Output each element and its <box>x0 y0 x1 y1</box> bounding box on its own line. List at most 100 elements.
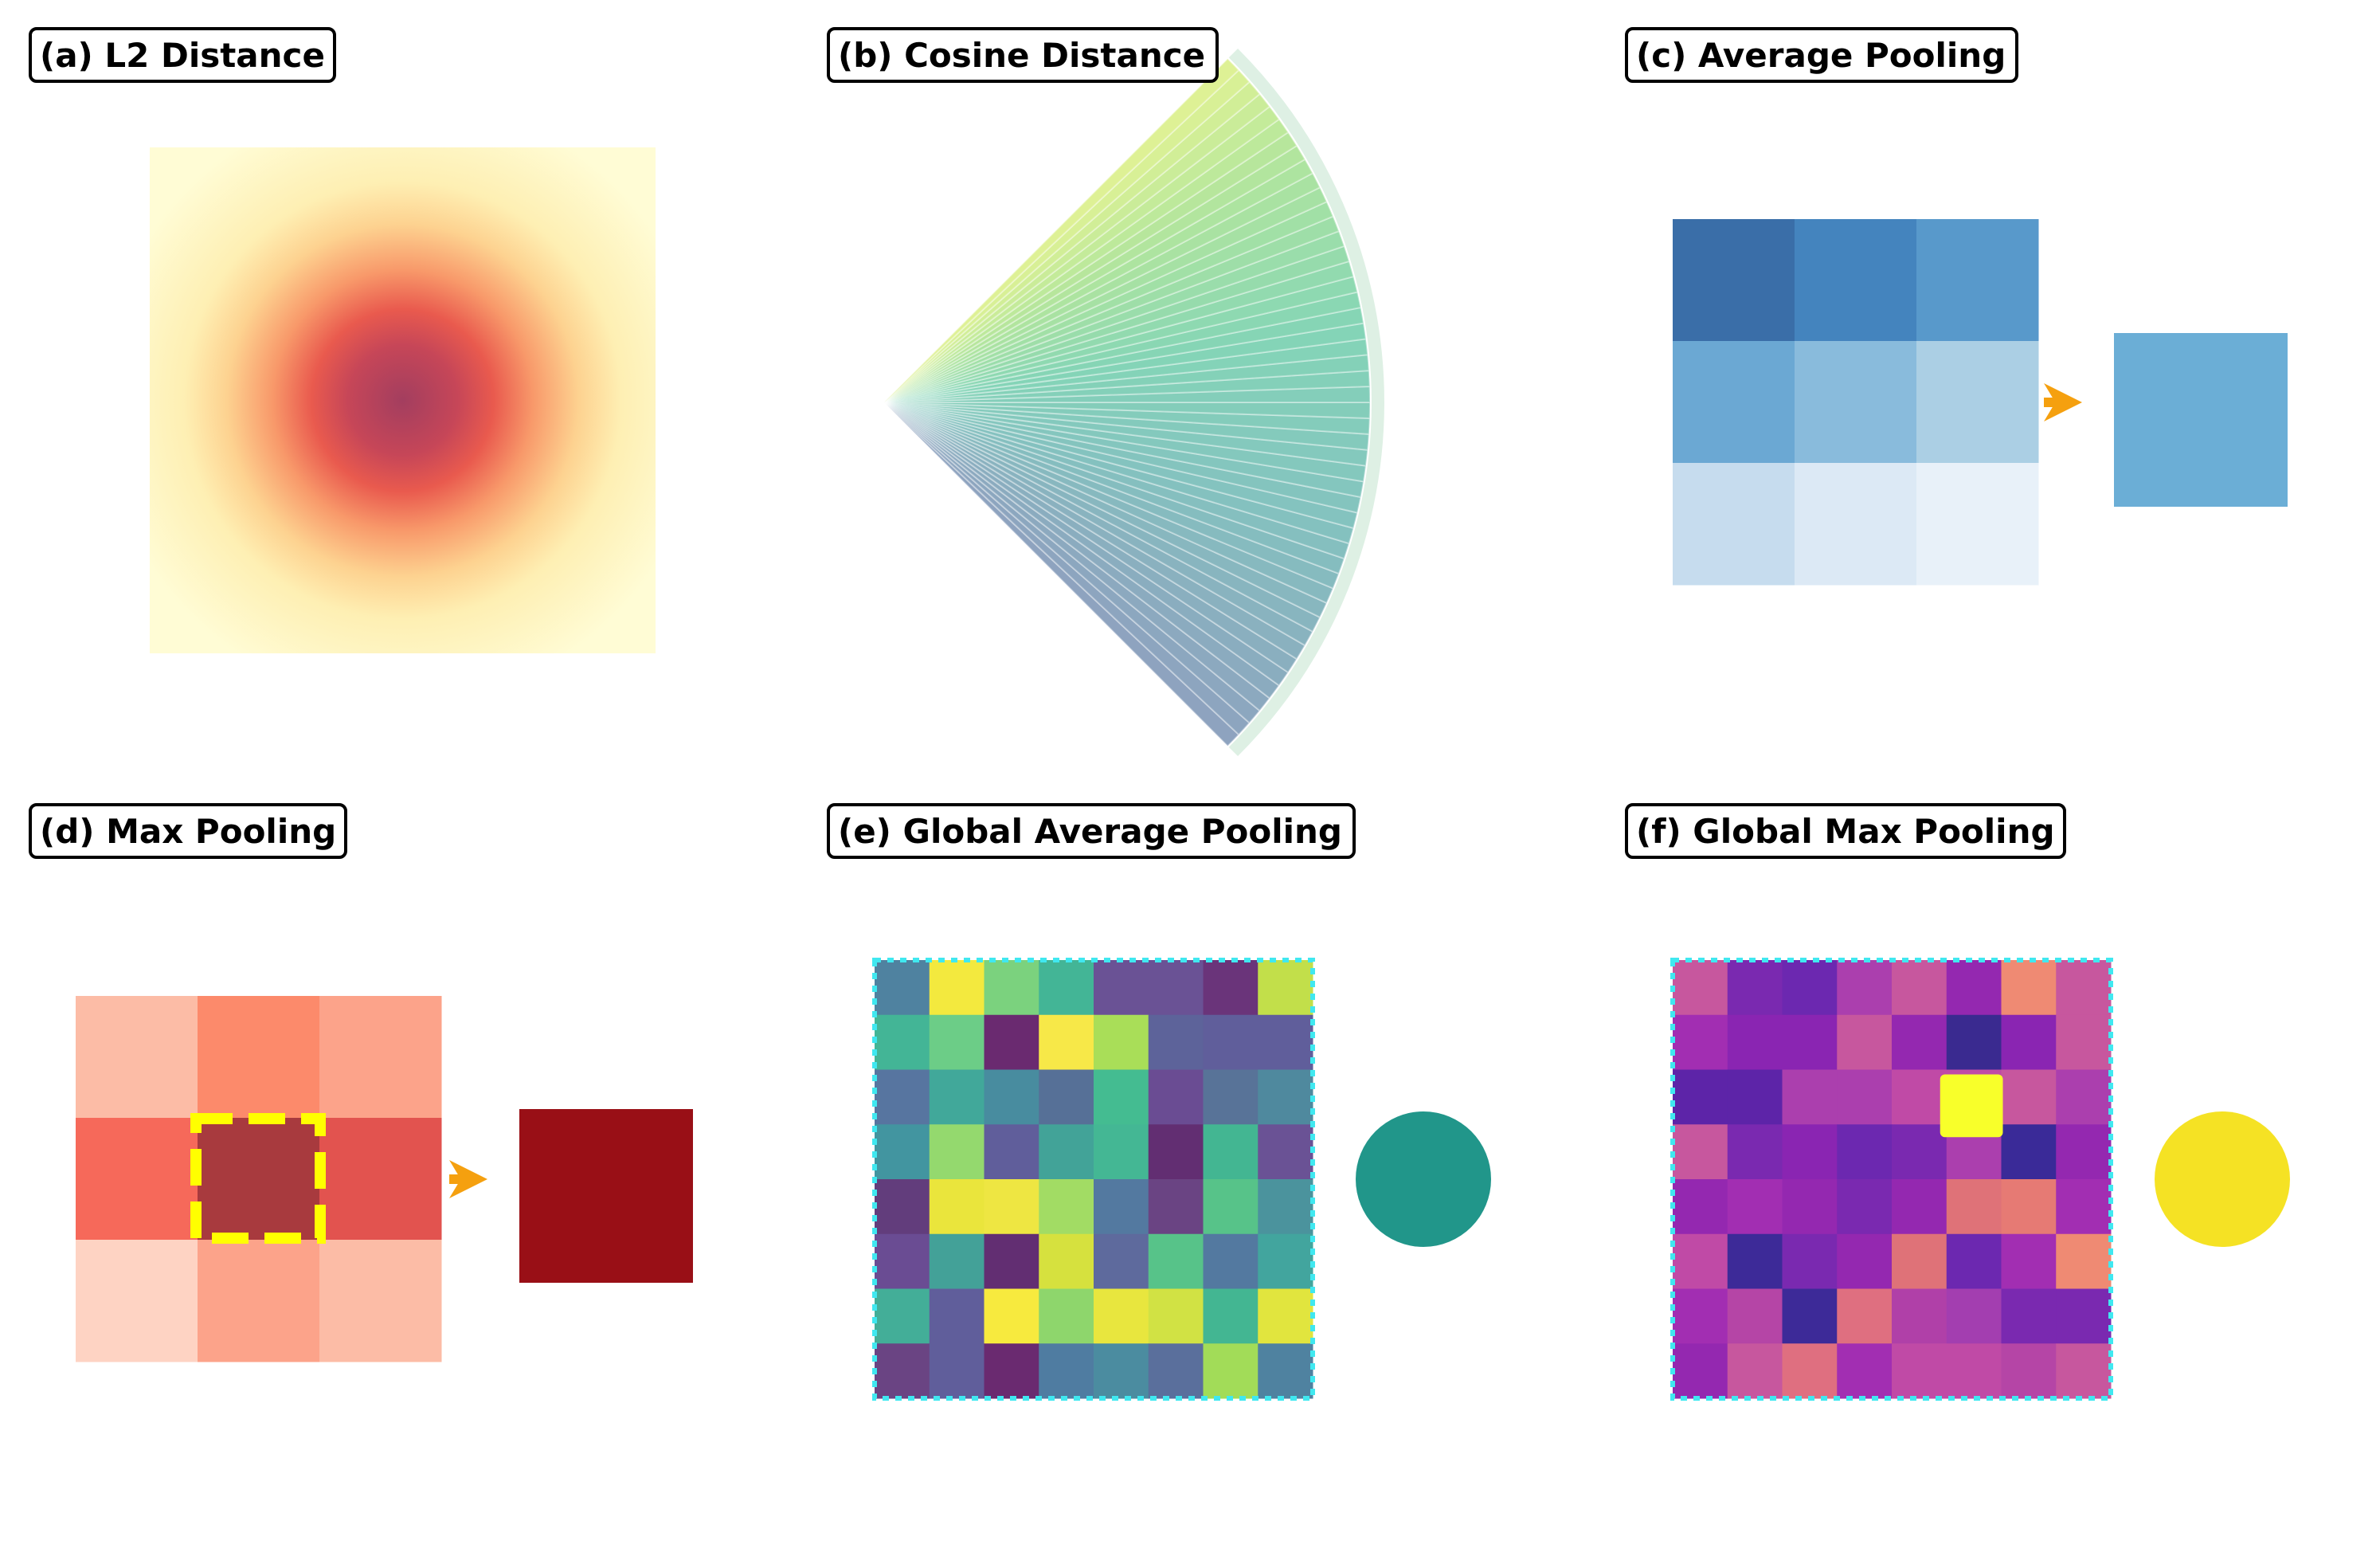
cosine-wedge <box>883 385 1372 403</box>
panel-label-a: (a) L2 Distance <box>29 27 336 83</box>
gmp-cell-5-2 <box>1782 1233 1838 1289</box>
gap-input-grid <box>875 960 1313 1399</box>
gmp-cell-1-7 <box>2056 1014 2112 1070</box>
cosine-wedge <box>883 306 1365 403</box>
gap-cell-0-3 <box>1039 960 1094 1016</box>
gmp-cell-4-6 <box>2001 1179 2057 1235</box>
gap-cell-4-0 <box>875 1179 930 1235</box>
gap-cell-3-7 <box>1258 1124 1313 1180</box>
gap-cell-2-2 <box>984 1069 1039 1125</box>
gmp-cell-5-4 <box>1892 1233 1947 1289</box>
panel-e-global-average-pooling <box>872 958 1491 1401</box>
max-pool-highlight <box>190 1113 326 1244</box>
gmp-cell-4-5 <box>1946 1179 2002 1235</box>
cosine-wedge <box>883 402 1281 700</box>
avg-pool-input-grid <box>1673 219 2039 586</box>
gmp-cell-0-6 <box>2001 960 2057 1016</box>
gap-cell-4-4 <box>1094 1179 1149 1235</box>
gmp-cell-1-2 <box>1782 1014 1838 1070</box>
gmp-cell-4-0 <box>1673 1179 1728 1235</box>
panel-label-e: (e) Global Average Pooling <box>827 803 1356 859</box>
gmp-cell-2-6 <box>2001 1069 2057 1125</box>
gmp-cell-2-4 <box>1892 1069 1947 1125</box>
cosine-wedge <box>883 57 1240 403</box>
cosine-wedge <box>883 402 1328 619</box>
gmp-cell-3-4 <box>1892 1124 1947 1180</box>
cosine-wedge <box>883 402 1240 747</box>
gmp-cell-3-0 <box>1673 1124 1728 1180</box>
cosine-wedge <box>883 200 1334 403</box>
cosine-wedge <box>883 158 1314 403</box>
avg-pool-cell-1-0 <box>1673 341 1795 464</box>
gap-cell-5-1 <box>929 1233 984 1289</box>
panel-f-global-max-pooling <box>1670 958 2290 1401</box>
cosine-fan-edge <box>1228 48 1384 757</box>
cosine-wedge <box>883 402 1359 530</box>
gmp-cell-5-0 <box>1673 1233 1728 1289</box>
gmp-max-cell-highlight <box>1940 1074 2003 1138</box>
cosine-wedge <box>883 402 1369 467</box>
cosine-wedge <box>883 402 1355 545</box>
max-pool-cell-0-0 <box>76 996 198 1119</box>
cosine-wedge <box>883 215 1341 403</box>
panel-title-a: (a) L2 Distance <box>40 36 325 75</box>
cosine-wedge <box>883 402 1298 674</box>
gmp-cell-0-7 <box>2056 960 2112 1016</box>
gmp-cell-2-3 <box>1837 1069 1893 1125</box>
avg-pool-cell-1-2 <box>1916 341 2039 464</box>
avg-pool-cell-2-0 <box>1673 463 1795 586</box>
gmp-cell-6-2 <box>1782 1288 1838 1344</box>
gmp-cell-6-3 <box>1837 1288 1893 1344</box>
gap-cell-3-3 <box>1039 1124 1094 1180</box>
cosine-wedge <box>883 144 1306 403</box>
gap-cell-0-4 <box>1094 960 1149 1016</box>
gap-cell-1-1 <box>929 1014 984 1070</box>
gmp-cell-4-3 <box>1837 1179 1893 1235</box>
gap-cell-5-6 <box>1203 1233 1259 1289</box>
gmp-cell-0-4 <box>1892 960 1947 1016</box>
gmp-cell-1-3 <box>1837 1014 1893 1070</box>
gap-cell-6-6 <box>1203 1288 1259 1344</box>
gap-cell-7-6 <box>1203 1343 1259 1399</box>
cosine-wedge <box>883 402 1362 514</box>
cosine-wedge <box>883 92 1271 403</box>
avg-pool-cell-0-1 <box>1795 219 1917 342</box>
gmp-cell-7-7 <box>2056 1343 2112 1399</box>
gmp-cell-7-2 <box>1782 1343 1838 1399</box>
gap-cell-1-4 <box>1094 1014 1149 1070</box>
gmp-input-grid <box>1673 960 2112 1399</box>
gmp-cell-6-6 <box>2001 1288 2057 1344</box>
gmp-grid-border <box>1670 958 2113 1401</box>
gmp-cell-3-3 <box>1837 1124 1893 1180</box>
gap-cell-6-5 <box>1148 1288 1204 1344</box>
gap-cell-7-4 <box>1094 1343 1149 1399</box>
gap-cell-3-4 <box>1094 1124 1149 1180</box>
avg-pool-cell-0-2 <box>1916 219 2039 342</box>
cosine-wedge <box>883 338 1369 403</box>
max-pool-cell-0-2 <box>319 996 442 1119</box>
gmp-cell-5-6 <box>2001 1233 2057 1289</box>
gap-cell-5-5 <box>1148 1233 1204 1289</box>
cosine-wedge <box>883 118 1290 403</box>
gmp-cell-5-1 <box>1727 1233 1783 1289</box>
avg-pool-cell-1-1 <box>1795 341 1917 464</box>
cosine-wedge <box>883 105 1281 403</box>
gmp-cell-7-0 <box>1673 1343 1728 1399</box>
gmp-cell-1-1 <box>1727 1014 1783 1070</box>
gmp-cell-2-7 <box>2056 1069 2112 1125</box>
gap-cell-3-5 <box>1148 1124 1204 1180</box>
gap-cell-6-7 <box>1258 1288 1313 1344</box>
gmp-cell-3-1 <box>1727 1124 1783 1180</box>
gmp-cell-0-1 <box>1727 960 1783 1016</box>
gmp-cell-0-2 <box>1782 960 1838 1016</box>
gmp-cell-2-0 <box>1673 1069 1728 1125</box>
gap-cell-6-4 <box>1094 1288 1149 1344</box>
panel-a-l2-distance <box>150 147 656 653</box>
gap-cell-3-6 <box>1203 1124 1259 1180</box>
gap-cell-0-2 <box>984 960 1039 1016</box>
cosine-wedge <box>883 370 1371 403</box>
gap-cell-2-5 <box>1148 1069 1204 1125</box>
cosine-wedge <box>883 402 1372 420</box>
cosine-wedge <box>883 172 1321 403</box>
panel-b-cosine-distance <box>883 48 1384 757</box>
